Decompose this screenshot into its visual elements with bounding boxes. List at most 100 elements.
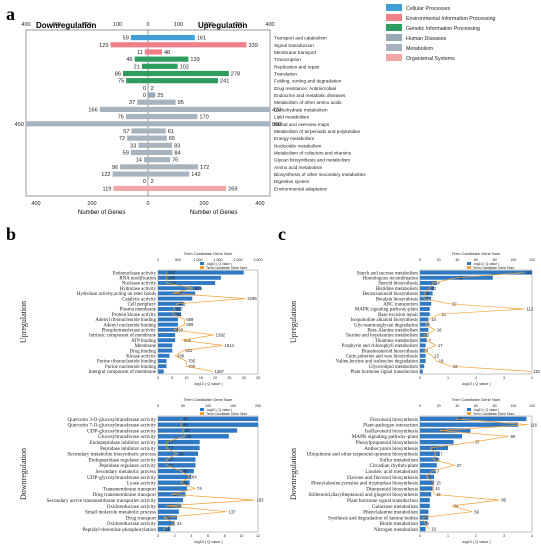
panel-a-value-up: 61	[168, 129, 174, 135]
panel-gene-num-label: 34	[177, 521, 182, 526]
panel-a-bar-up	[148, 49, 162, 55]
panel-term-label: Secondary metabolite biosynthetic proces…	[67, 452, 156, 458]
panel-gene-num-label: 13	[434, 353, 439, 358]
panel-label-a: a	[6, 4, 15, 24]
panel-term-label: MAPK signaling pathway-plant	[355, 308, 419, 313]
panel-gene-num-label: 95	[511, 434, 516, 439]
panel-a-value-up: 339	[248, 43, 257, 49]
panel-a-bar-down	[141, 63, 148, 69]
panel-a-value-up: 161	[197, 36, 206, 42]
panel-bar	[420, 439, 454, 445]
panel-a-value-up: 83	[174, 143, 180, 149]
panel-bar	[158, 509, 179, 514]
panel-bar	[420, 327, 429, 332]
panel-a-value-down: 76	[118, 115, 124, 121]
panel-term-label: Intrinsic component of membrane	[89, 334, 157, 339]
panel-gene-num-label: 398	[176, 327, 184, 332]
panel-top-axis-title: Term Candidate Gene Num	[452, 397, 501, 402]
panel-a-legend-label: Human Diseases	[406, 36, 447, 42]
panel-top-tick: 20	[437, 258, 441, 262]
panel-bottom-tick: 0	[157, 376, 159, 380]
panel-gene-num-label: 659	[186, 317, 194, 322]
panel-a-top-tick-left: 100	[113, 22, 122, 28]
panel-a-bottom-tick-left: 200	[87, 201, 96, 207]
panel-a-left-title: Downregulation	[36, 21, 97, 30]
panel-bar	[420, 333, 427, 337]
panel-bar	[158, 463, 196, 468]
panel-a-value-up: 76	[172, 158, 178, 164]
panel-top-tick: 0	[419, 258, 421, 262]
panel-top-tick: 50	[181, 404, 185, 408]
panel-gene-num-label: 21	[442, 312, 447, 317]
panel-gene-num-label: 11	[432, 446, 437, 451]
panel-term-label: Adenyl nucleotide binding	[103, 323, 156, 328]
panel-legend-swatch-n	[467, 412, 472, 415]
panel-a-category-label: Transport and catabolism	[274, 36, 327, 41]
panel-legend-swatch-q	[467, 262, 472, 265]
panel-term-label: Oxidoreductase activity	[107, 504, 157, 510]
panel-gene-num-label: 471	[179, 301, 187, 306]
panel-a-bar-up	[148, 63, 178, 69]
panel-a-chart: Downregulation Upregulation Number of Ge…	[15, 4, 496, 216]
panel-term-label: Catalytic activity	[122, 297, 156, 302]
panel-term-label: Sulfur metabolism	[380, 456, 418, 463]
panel-term-label: Intergral component of membrane	[88, 370, 156, 375]
panel-a-value-up: 2	[151, 86, 154, 92]
panel-gene-num-label: 1614	[225, 343, 235, 348]
panel-bar	[420, 270, 532, 275]
panel-a-category-label: Amino acid metabolism	[274, 165, 323, 170]
panel-bottom-tick: 4	[531, 534, 533, 538]
panel-top-tick: 2,500	[254, 258, 263, 262]
panel-a-value-up: 139	[190, 57, 199, 63]
panel-bottom-tick: 2	[475, 534, 477, 538]
panel-a-xlabel-right: Number of Genes	[190, 210, 237, 216]
panel-gene-num-label: 39	[458, 275, 463, 280]
panel-a-xlabel-left: Number of Genes	[78, 210, 125, 216]
panel-legend-label-n: Term Candidate Gene Num	[473, 412, 514, 416]
panel-a-value-down: 46	[126, 57, 132, 63]
panel-a-value-down: 86	[115, 72, 121, 78]
panel-bar	[158, 286, 201, 291]
panel-bottom-tick: 6	[207, 534, 209, 538]
panel-legend-swatch-n	[467, 266, 472, 269]
panel-term-label: Plant-pathogen interaction	[363, 423, 418, 429]
panel-a-bar-up	[148, 42, 247, 48]
panel-term-label: RNA modification	[119, 276, 156, 281]
panel-term-label: Glucosyltransferase activity	[98, 433, 156, 440]
panel-gene-num-label: 15	[436, 480, 441, 485]
panel-bar	[420, 348, 426, 353]
panel-a-value-down: 75	[118, 79, 124, 85]
panel-a-legend-label: Environmental Information Processing	[406, 16, 496, 22]
panel-a-bar-down	[26, 121, 148, 127]
panel-term-label: Peptidase inhibitor activity	[100, 446, 156, 452]
panel-term-label: Drug binding	[130, 349, 157, 354]
panel-bar	[158, 317, 178, 322]
panel-gene-num-line	[422, 272, 532, 372]
panel-bar	[420, 322, 429, 327]
panel-gene-num-label: 5	[427, 291, 430, 296]
panel-bar	[158, 369, 164, 374]
panel-bar	[420, 509, 429, 514]
panel-top-axis-title: Term Candidate Gene Num	[184, 397, 233, 402]
panel-gene-num-label: 112	[527, 307, 534, 312]
panel-a-value-up: 860	[272, 122, 281, 128]
panel-term-label: ATP binding	[131, 339, 156, 344]
panel-bar	[420, 497, 430, 503]
panel-a-bar-down	[143, 157, 148, 163]
panel-gene-num-label: 10	[431, 286, 436, 291]
panel-term-label: Flavonoid biosynthesis	[370, 417, 418, 423]
panel-gene-num-label: 10	[431, 527, 436, 532]
panel-a-bottom-tick-right: 400	[255, 201, 264, 207]
panel-gene-num-label: 1392	[216, 333, 226, 338]
panel-bar	[158, 474, 192, 480]
panel-a-value-down: 11	[137, 50, 143, 56]
panel-term-label: Histidine metabolism	[376, 287, 419, 292]
panel-gene-num-label: 57	[475, 440, 480, 445]
panel-a-bar-down	[127, 135, 148, 141]
panel-a-value-up: 95	[178, 100, 184, 106]
panel-plot-frame	[157, 415, 259, 533]
panel-gene-num-label: 2185	[247, 296, 257, 301]
panel-term-label: Isoquinoline alkaloid biosynthesis	[351, 318, 419, 323]
panel-term-label: Membrane	[135, 344, 157, 349]
panel-a-value-down: 37	[129, 100, 135, 106]
